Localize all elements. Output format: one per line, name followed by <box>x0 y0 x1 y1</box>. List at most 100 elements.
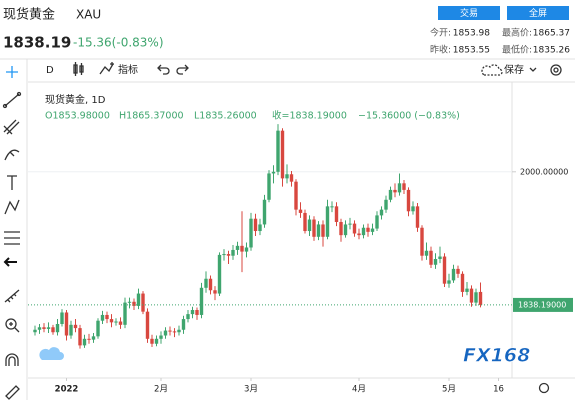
chart-title: 现货黄金, 1D <box>45 93 106 106</box>
candle-body <box>339 221 343 236</box>
cloud-badge <box>39 347 64 360</box>
candle-body <box>213 290 217 294</box>
candle-body <box>276 130 280 172</box>
instrument-symbol: XAU <box>76 8 101 22</box>
axis-settings[interactable] <box>538 382 550 394</box>
candle-body <box>325 206 330 237</box>
candle-body <box>91 336 96 340</box>
candle-body <box>460 273 465 292</box>
candle-body <box>195 310 199 315</box>
candle-body <box>109 319 114 323</box>
candle-body <box>478 291 483 305</box>
candle-body <box>469 288 474 303</box>
candle-body <box>361 227 366 236</box>
candle-body <box>96 320 100 337</box>
candle-body <box>312 219 316 237</box>
candle-body <box>42 327 46 329</box>
watermark: FX168 <box>463 345 530 367</box>
candle-body <box>186 314 190 320</box>
candle-body <box>132 301 136 306</box>
candle-body <box>181 319 186 330</box>
legend-low: L1835.26000 <box>194 111 257 122</box>
candle-body <box>465 288 469 292</box>
x-tick-label: 3月 <box>244 385 258 395</box>
trade-button-label[interactable]: 交易 <box>460 7 478 19</box>
candle-body <box>267 173 271 200</box>
candle-body <box>114 321 118 323</box>
legend-close: 收=1838.19000 <box>272 110 347 122</box>
last-price-tag <box>513 297 573 312</box>
fullscreen-button[interactable] <box>507 6 569 20</box>
candle-body <box>298 209 303 213</box>
candle-body <box>379 209 384 216</box>
legend-open: O1853.98000 <box>45 111 110 122</box>
candle-body <box>55 323 60 333</box>
candle-body <box>303 212 307 232</box>
stat-label: 昨收: <box>430 44 451 56</box>
x-tick-label: 2月 <box>154 385 168 395</box>
candle-body <box>438 256 442 260</box>
instrument-name: 现货黄金 <box>3 7 55 23</box>
x-tick-label: 2022 <box>55 385 79 395</box>
candle-body <box>78 328 82 346</box>
legend-high: H1865.37000 <box>119 111 184 122</box>
candle-body <box>343 224 348 236</box>
settings-button[interactable] <box>550 64 562 76</box>
candle-body <box>64 312 69 336</box>
candle-body <box>150 338 154 344</box>
redo-button[interactable] <box>176 64 189 75</box>
interval-button[interactable]: D <box>46 65 54 76</box>
drawing-tools[interactable] <box>2 66 22 400</box>
stat-label: 今开: <box>430 27 451 39</box>
undo-button[interactable] <box>157 64 170 75</box>
chart-type-button[interactable] <box>73 62 84 76</box>
candle-body <box>424 250 429 256</box>
candle-body <box>208 278 213 291</box>
candle-body <box>199 287 204 315</box>
fullscreen-button-label[interactable]: 全屏 <box>529 7 547 19</box>
candle-body <box>375 215 379 229</box>
save-button[interactable]: 保存 <box>504 63 524 76</box>
candle-body <box>429 250 433 265</box>
candle-body <box>172 331 177 333</box>
candle-body <box>442 256 447 284</box>
stat-label: 最高价: <box>502 27 532 39</box>
candle-body <box>334 206 339 222</box>
candle-body <box>456 268 460 274</box>
candle-body <box>366 227 370 232</box>
candle-body <box>415 206 420 228</box>
stat-value: 1835.26 <box>533 46 570 56</box>
candle-body <box>123 302 127 325</box>
candle-body <box>411 206 415 212</box>
ohlc-legend: O1853.98000 H1865.37000 L1835.26000 收=18… <box>45 110 460 122</box>
candle-body <box>330 206 334 208</box>
legend-change: −15.36000 (−0.83%) <box>358 111 460 122</box>
plot <box>28 124 512 349</box>
candle-body <box>177 329 181 333</box>
candle-body <box>100 314 105 321</box>
stat-value: 1853.98 <box>453 29 490 39</box>
candle-body <box>136 293 141 306</box>
candle-body <box>244 247 249 252</box>
trade-button[interactable] <box>438 6 500 20</box>
candle-body <box>370 228 375 232</box>
candle-body <box>105 314 109 320</box>
candle-body <box>163 330 168 336</box>
price: 1838.19 <box>3 34 71 52</box>
candle-body <box>33 329 37 333</box>
x-tick-label: 4月 <box>352 385 366 395</box>
settings-button-center <box>553 67 559 73</box>
cloud-icon[interactable] <box>481 64 503 76</box>
candle-body <box>69 324 73 336</box>
candle-body <box>37 327 42 330</box>
candle-body <box>262 199 267 225</box>
candle-body <box>285 174 289 179</box>
save-menu[interactable] <box>529 67 537 72</box>
indicator-icon[interactable] <box>99 62 114 75</box>
candle-body <box>87 338 91 340</box>
indicator-button[interactable]: 指标 <box>118 63 138 76</box>
x-tick-label: 16 <box>493 385 504 395</box>
candle-body <box>433 259 438 265</box>
candle-body <box>420 227 424 256</box>
stat-label: 最低价: <box>502 44 532 56</box>
